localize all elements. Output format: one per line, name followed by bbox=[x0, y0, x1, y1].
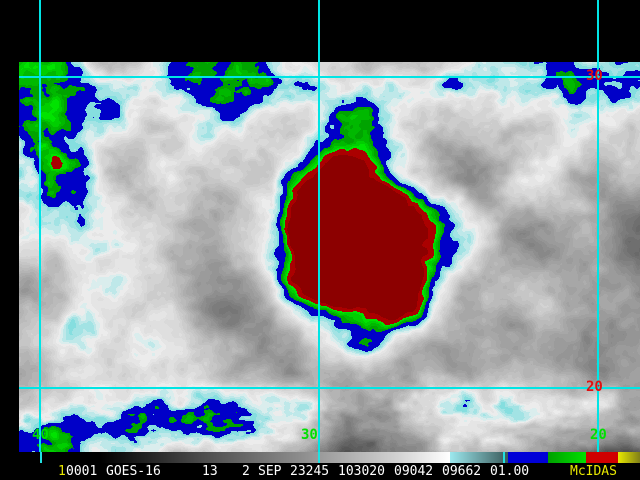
lon-label-20: 20 bbox=[590, 427, 607, 443]
gridline-lat-30n bbox=[19, 76, 640, 78]
lat-label-20: 20 bbox=[586, 379, 603, 395]
colorbar-segment-yellow-band bbox=[618, 452, 640, 463]
satellite-name: GOES-16 bbox=[106, 464, 161, 479]
colorbar-segment-black-ramp bbox=[0, 452, 100, 463]
month-name: SEP bbox=[258, 464, 282, 479]
colorbar-tick-right bbox=[503, 452, 505, 463]
colorbar-tick-left bbox=[40, 452, 42, 463]
colorbar-segment-white-ramp bbox=[400, 452, 450, 463]
lon-label-40: 40 bbox=[32, 427, 49, 443]
band-number: 13 bbox=[202, 464, 218, 479]
gridline-lon-20w bbox=[597, 0, 599, 452]
status-bar: 1 0001 GOES-16 13 2 SEP 23245 103020 090… bbox=[0, 463, 640, 480]
gridline-lat-20n bbox=[19, 387, 640, 389]
software-name: McIDAS bbox=[570, 464, 617, 479]
colorbar-segment-green-band bbox=[548, 452, 586, 463]
colorbar-segment-dark-gray-ramp bbox=[100, 452, 200, 463]
lat-label-30: 30 bbox=[586, 68, 603, 84]
colorbar-tick-mid bbox=[318, 452, 320, 463]
julian-datestamp: 23245 bbox=[290, 464, 330, 479]
colorbar-segment-cyan-band bbox=[450, 452, 508, 463]
gridline-lon-40w bbox=[39, 0, 41, 452]
line-offset: 09042 bbox=[394, 464, 434, 479]
element-offset: 09662 bbox=[442, 464, 482, 479]
colorbar-segment-red-band bbox=[586, 452, 618, 463]
lon-label-30: 30 bbox=[301, 427, 318, 443]
ir-enhancement-colorbar[interactable] bbox=[0, 452, 640, 463]
station-id: 0001 bbox=[66, 464, 98, 479]
satellite-image-viewport[interactable]: 40 30 20 30 20 bbox=[0, 0, 640, 452]
colorbar-segment-light-gray-ramp bbox=[300, 452, 400, 463]
frame-number: 1 bbox=[58, 464, 66, 479]
colorbar-segment-mid-gray-ramp bbox=[200, 452, 300, 463]
goes16-ir-storm-image[interactable] bbox=[0, 0, 640, 452]
day-of-month: 2 bbox=[242, 464, 250, 479]
colorbar-segment-blue-band bbox=[508, 452, 548, 463]
time-utc: 103020 bbox=[338, 464, 385, 479]
resolution-value: 01.00 bbox=[490, 464, 530, 479]
gridline-lon-30w bbox=[318, 0, 320, 452]
